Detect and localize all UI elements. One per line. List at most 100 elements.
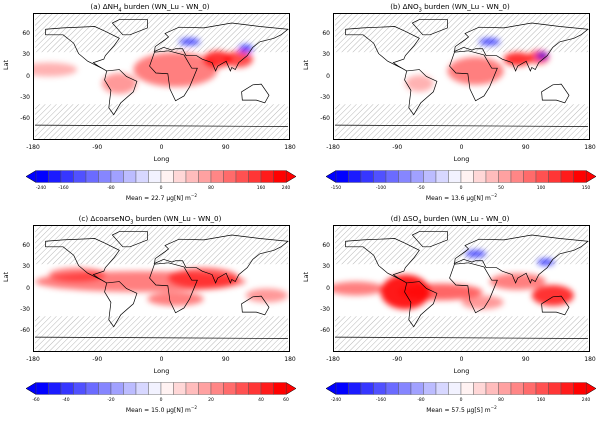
y-tick-label: 60: [22, 242, 30, 250]
x-tick-label: -90: [392, 144, 403, 151]
coastline: [241, 83, 270, 104]
coastline: [449, 262, 498, 314]
colorbar-segment: [235, 382, 249, 395]
y-tick-label: 60: [322, 30, 330, 38]
x-tick-label: -90: [92, 356, 103, 363]
colorbar-segment: [360, 170, 374, 183]
colorbar: [26, 382, 296, 395]
colorbar-segment: [223, 382, 237, 395]
colorbar-segment: [148, 170, 162, 183]
colorbar-segment: [510, 170, 524, 183]
map-panel-b: (b) ΔNO3 burden (WN_Lu - WN_0) Lat 60 30 0 -3…: [300, 0, 600, 212]
coastline: [404, 69, 438, 116]
field-positive: [398, 283, 483, 301]
colorbar-segment: [110, 382, 124, 395]
colorbar-tick-label: -240: [330, 398, 342, 403]
y-tick-label: -60: [20, 114, 30, 122]
coastline: [45, 238, 120, 284]
colorbar-tick-label: 80: [208, 186, 214, 191]
field-positive: [245, 288, 288, 303]
coastline: [154, 22, 289, 72]
map-plot: [333, 13, 590, 140]
y-tick-label: -30: [320, 93, 330, 101]
colorbar-segment: [123, 382, 137, 395]
colorbar-segment: [473, 170, 487, 183]
y-tick-label: 0: [326, 284, 330, 292]
map-plot: [33, 225, 290, 352]
colorbar-segment: [410, 170, 424, 183]
x-axis-label: Long: [153, 155, 170, 163]
colorbar-segment: [335, 382, 349, 395]
x-tick-label: 180: [284, 144, 296, 151]
coastline: [345, 26, 420, 72]
colorbar-segment: [110, 170, 124, 183]
x-tick-label: 0: [159, 356, 164, 363]
colorbar-segment: [85, 170, 99, 183]
colorbar-segment: [223, 170, 237, 183]
colorbar-segment: [98, 170, 112, 183]
coastline: [154, 234, 289, 284]
coastline: [104, 281, 138, 328]
colorbar-tick-label: 60: [283, 398, 289, 403]
y-axis-label: Lat: [302, 271, 310, 282]
x-axis-label: Long: [153, 367, 170, 375]
field-negative: [465, 250, 487, 258]
colorbar-tick-label: 50: [498, 186, 504, 191]
coastline: [449, 50, 498, 102]
colorbar-segment: [473, 382, 487, 395]
x-tick-label: -180: [26, 356, 40, 363]
y-tick-label: 30: [322, 51, 330, 59]
colorbar-segment: [573, 170, 587, 183]
colorbar-tick-label: -40: [62, 398, 70, 403]
colorbar-segment: [423, 170, 437, 183]
colorbar: [326, 170, 596, 183]
colorbar-segment: [573, 382, 587, 395]
y-tick-label: 30: [322, 263, 330, 271]
colorbar-segment: [560, 382, 574, 395]
colorbar-segment: [448, 382, 462, 395]
colorbar-segment: [523, 382, 537, 395]
coastline: [111, 19, 148, 36]
coastline: [454, 234, 589, 284]
colorbar-segment: [373, 382, 387, 395]
colorbar-segment: [435, 170, 449, 183]
colorbar-tick-label: -240: [35, 186, 47, 191]
colorbar-segment: [498, 170, 512, 183]
coastline: [335, 336, 588, 339]
y-tick-label: -30: [20, 305, 30, 313]
x-axis-label: Long: [453, 367, 470, 375]
colorbar-segment: [335, 170, 349, 183]
x-tick-label: -90: [392, 356, 403, 363]
colorbar-segment: [248, 170, 262, 183]
field-positive: [405, 75, 434, 92]
x-tick-label: 90: [521, 356, 530, 363]
y-tick-label: 0: [26, 72, 30, 80]
y-tick-label: -60: [320, 326, 330, 334]
x-tick-label: -180: [326, 356, 340, 363]
map-panel-d: (d) ΔSO4 burden (WN_Lu - WN_0) Lat 60 30 0 -3…: [300, 212, 600, 424]
colorbar-segment: [548, 382, 562, 395]
x-tick-label: 180: [584, 144, 596, 151]
coastline: [411, 231, 448, 248]
colorbar-tick-label: 0: [459, 398, 463, 403]
colorbar-segment: [460, 170, 474, 183]
field-positive: [49, 267, 106, 282]
coastline: [454, 22, 589, 72]
x-tick-label: 180: [584, 356, 596, 363]
colorbar-segment: [35, 382, 49, 395]
y-axis-label: Lat: [2, 59, 10, 70]
colorbar-segment: [398, 170, 412, 183]
colorbar-segment: [385, 382, 399, 395]
colorbar-tick-label: 160: [256, 186, 266, 191]
mean-label: Mean = 15.0 μg[N] m−2: [125, 405, 198, 414]
colorbar-segment: [535, 382, 549, 395]
x-tick-label: 90: [221, 356, 230, 363]
x-tick-label: -180: [326, 144, 340, 151]
colorbar-tick-label: 150: [581, 186, 591, 191]
colorbar-segment: [435, 382, 449, 395]
colorbar-segment: [148, 382, 162, 395]
colorbar-tick-label: -80: [417, 398, 425, 403]
colorbar-segment: [498, 382, 512, 395]
coastline: [149, 50, 198, 102]
coastline: [45, 26, 120, 72]
